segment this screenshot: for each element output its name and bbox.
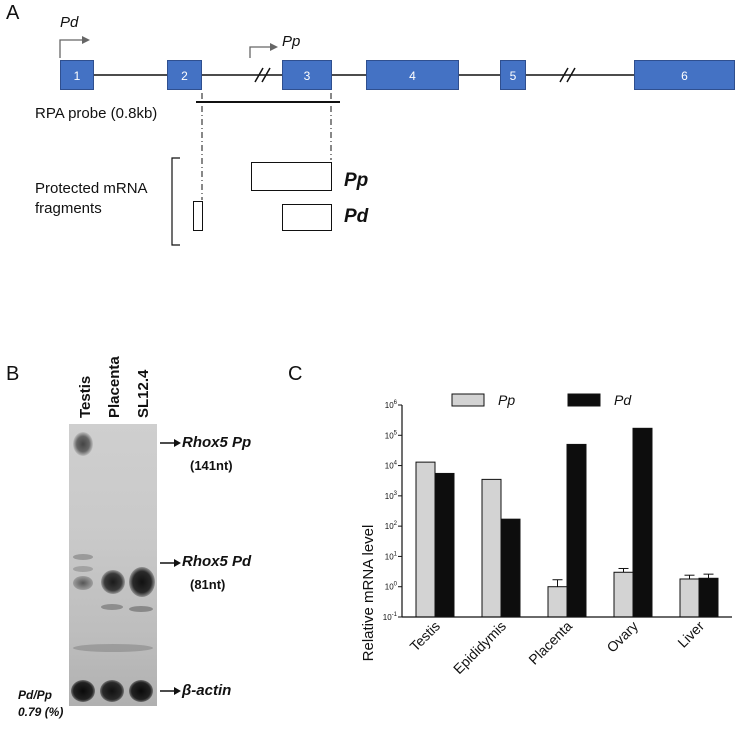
fragment-pd-box	[282, 204, 332, 231]
bar-pd-placenta	[566, 443, 587, 618]
y-tick-label: 10-1	[383, 612, 398, 622]
bar-pd-testis	[434, 472, 455, 618]
legend-label-pd: Pd	[614, 392, 632, 408]
ratio-label: Pd/Pp	[18, 688, 53, 702]
legend-swatch-pd	[567, 393, 601, 407]
relative-mrna-bar-chart: 10-1 100 101 102 103 104 105 106 Testis Epididym…	[360, 392, 732, 677]
x-tick-label-epididymis: Epididymis	[450, 618, 509, 677]
panel-a-letter: A	[6, 2, 20, 24]
break-mark-2	[559, 67, 576, 83]
bar-pp-ovary	[613, 571, 634, 618]
y-axis-label: Relative mRNA level	[360, 525, 377, 662]
band-label-pd-size: (81nt)	[190, 577, 226, 592]
x-tick-label-liver: Liver	[674, 618, 707, 651]
bar-pp-epididymis	[481, 478, 502, 618]
legend-swatch-pp	[451, 393, 485, 407]
exon-4: 4	[366, 60, 459, 90]
bar-pp-liver	[679, 578, 700, 618]
exon-1: 1	[60, 60, 94, 90]
pp-promoter-arrow	[249, 43, 278, 58]
gel-band-pd-sl124	[129, 567, 155, 597]
y-tick-label: 106	[385, 400, 398, 410]
y-tick-label: 100	[385, 582, 398, 592]
pd-promoter-label: Pd	[60, 14, 79, 31]
rpa-gel-image	[69, 424, 157, 706]
fragment-pd-label: Pd	[344, 206, 369, 227]
bar-pd-epididymis	[500, 518, 521, 618]
fragment-pp-box	[251, 162, 332, 191]
protected-label-line2: fragments	[35, 200, 102, 217]
ratio-value: 0.79 (%)	[18, 705, 64, 719]
y-tick-label: 103	[385, 491, 398, 501]
gel-band-pp-testis	[73, 432, 93, 456]
protected-label-line1: Protected mRNA	[35, 180, 148, 197]
fragments-bracket	[171, 157, 180, 246]
y-tick-label: 105	[385, 430, 398, 440]
y-tick-label: 101	[385, 551, 398, 561]
lane-label-sl124: SL12.4	[135, 369, 152, 418]
gel-band-actin-testis	[71, 680, 95, 702]
band-label-beta-actin: β-actin	[182, 682, 232, 699]
gene-diagram-lines	[59, 36, 735, 246]
band-label-pp-size: (141nt)	[190, 458, 233, 473]
break-mark-1	[254, 67, 271, 83]
legend-label-pp: Pp	[498, 392, 515, 408]
bar-pd-liver	[698, 577, 719, 618]
exon-2: 2	[167, 60, 202, 90]
exon-3: 3	[282, 60, 332, 90]
pp-promoter-label: Pp	[282, 33, 301, 50]
bar-pp-placenta	[547, 586, 568, 618]
gel-band-pd-testis	[73, 576, 93, 590]
x-tick-label-ovary: Ovary	[603, 618, 641, 656]
bar-pd-ovary	[632, 427, 653, 618]
bar-pp-testis	[415, 461, 436, 618]
y-tick-label: 104	[385, 461, 398, 471]
band-label-rhox5-pp: Rhox5 Pp	[182, 434, 252, 451]
fragment-pp-label: Pp	[344, 170, 369, 191]
fragment-pd-box-small	[193, 201, 203, 231]
x-tick-label-placenta: Placenta	[525, 618, 575, 668]
exon-5: 5	[500, 60, 526, 90]
panel-c-letter: C	[288, 363, 303, 385]
gel-band-actin-sl124	[129, 680, 153, 702]
x-tick-label-testis: Testis	[406, 618, 443, 655]
panel-b-letter: B	[6, 363, 20, 385]
exon-6: 6	[634, 60, 735, 90]
band-label-rhox5-pd: Rhox5 Pd	[182, 553, 252, 570]
rpa-probe-label: RPA probe (0.8kb)	[35, 105, 158, 122]
pd-promoter-arrow	[59, 36, 90, 58]
lane-label-placenta: Placenta	[106, 356, 123, 418]
lane-label-testis: Testis	[77, 375, 94, 418]
gel-arrows	[160, 439, 181, 695]
gel-band-actin-placenta	[100, 680, 124, 702]
gel-band-pd-placenta	[101, 570, 125, 594]
y-tick-label: 102	[385, 521, 398, 531]
